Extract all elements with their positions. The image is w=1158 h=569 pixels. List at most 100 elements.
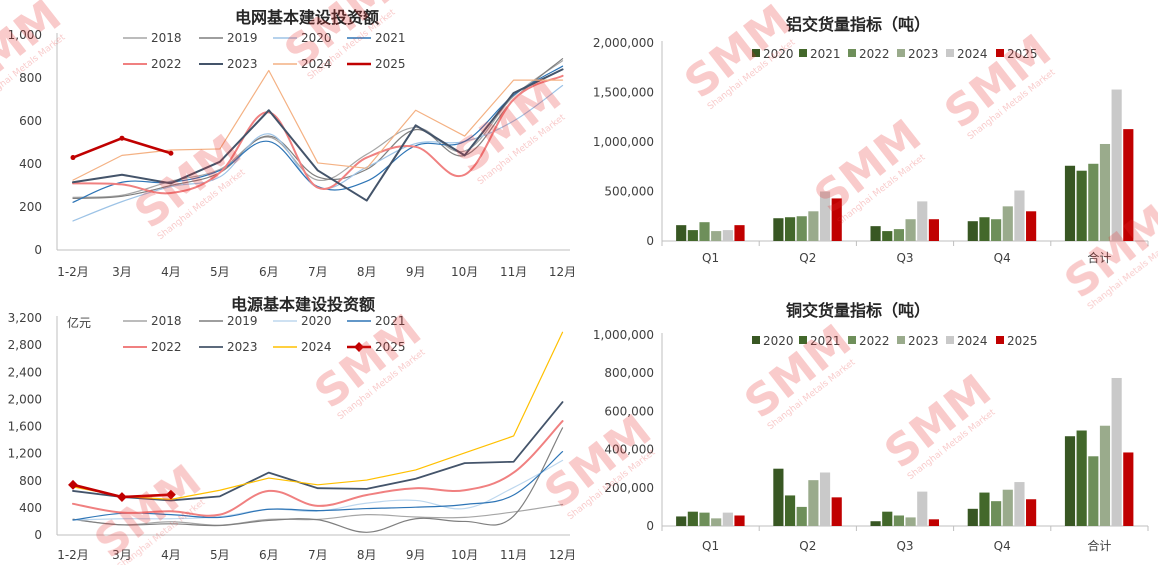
bar-2022-Q3 xyxy=(893,515,904,526)
legend-item-2020: 2020 xyxy=(752,47,794,61)
y-tick-label: 2,000 xyxy=(8,392,42,406)
legend-label: 2021 xyxy=(375,31,406,45)
x-tick-label: 11月 xyxy=(500,548,527,562)
x-tick-label: 6月 xyxy=(259,265,279,279)
x-tick-label: Q2 xyxy=(799,539,816,553)
unit-label: 亿元 xyxy=(67,315,91,330)
y-tick-label: 800,000 xyxy=(604,366,654,380)
y-tick-label: 600 xyxy=(19,114,42,128)
legend-swatch xyxy=(848,336,856,344)
legend-label: 2022 xyxy=(859,47,890,61)
bar-2022-Q1 xyxy=(699,512,710,526)
bar-2025-Q1 xyxy=(734,225,745,241)
bar-2025-Q2 xyxy=(831,198,842,241)
bar-2022-合计 xyxy=(1088,163,1099,241)
legend-item-2021: 2021 xyxy=(799,334,841,348)
legend-item-2021: 2021 xyxy=(347,314,406,328)
bar-2021-Q3 xyxy=(882,231,893,241)
x-tick-label: 9月 xyxy=(406,265,426,279)
data-point-marker xyxy=(168,150,174,156)
legend-item-2024: 2024 xyxy=(273,340,332,354)
legend-label: 2023 xyxy=(908,47,939,61)
legend-label: 2023 xyxy=(227,340,258,354)
bar-2023-Q4 xyxy=(1002,206,1013,241)
bar-2024-Q4 xyxy=(1014,190,1025,241)
bar-2025-Q3 xyxy=(928,519,939,526)
bar-2020-Q3 xyxy=(870,521,881,526)
x-tick-label: 8月 xyxy=(357,265,377,279)
x-tick-label: 10月 xyxy=(451,548,478,562)
bar-2022-Q2 xyxy=(796,506,807,526)
bar-2025-合计 xyxy=(1123,129,1134,241)
x-tick-label: Q1 xyxy=(702,539,719,553)
legend-item-2019: 2019 xyxy=(199,314,258,328)
bar-2024-Q1 xyxy=(722,230,733,241)
legend-label: 2020 xyxy=(763,47,794,61)
y-tick-label: 1,000,000 xyxy=(593,328,654,342)
x-tick-label: 1-2月 xyxy=(57,265,89,279)
bar-2024-Q4 xyxy=(1014,482,1025,526)
bar-2025-Q1 xyxy=(734,515,745,526)
legend-swatch xyxy=(996,336,1004,344)
bar-2022-Q3 xyxy=(893,229,904,241)
legend-swatch xyxy=(897,49,905,57)
series-line-2022 xyxy=(72,420,564,517)
copper-chart: 0 200,000 400,000 600,000 800,000 1,000,000 Q1… xyxy=(593,301,1149,553)
y-tick-label: 400 xyxy=(19,157,42,171)
series-line-2018 xyxy=(72,60,564,198)
bar-2021-Q1 xyxy=(687,511,698,526)
series-line-2021 xyxy=(72,450,564,521)
legend-label: 2024 xyxy=(957,47,988,61)
bar-2020-Q3 xyxy=(870,226,881,241)
grid-chart: 0 200 400 600 800 1,000 1-2月 3月 4月 5月 6月 7月 8月 9月 10月 1… xyxy=(8,8,577,279)
legend-label: 2020 xyxy=(301,314,332,328)
legend-item-2022: 2022 xyxy=(848,334,890,348)
legend-label: 2018 xyxy=(151,31,182,45)
legend-label: 2023 xyxy=(908,334,939,348)
bar-2024-Q2 xyxy=(819,191,831,241)
legend-swatch xyxy=(752,49,760,57)
power-chart: 0 400 800 1,200 1,600 2,000 2,400 2,800 3,200 1-2… xyxy=(8,295,577,562)
data-point-marker xyxy=(165,489,176,500)
y-tick-label: 400 xyxy=(19,501,42,515)
x-tick-label: 1-2月 xyxy=(57,548,89,562)
bar-2025-合计 xyxy=(1123,452,1134,526)
legend-swatch xyxy=(799,336,807,344)
bar-2021-Q4 xyxy=(979,217,990,241)
bar-2024-Q3 xyxy=(917,201,928,241)
legend-label: 2019 xyxy=(227,31,258,45)
legend-item-2025: 2025 xyxy=(347,57,406,71)
legend-label: 2020 xyxy=(763,334,794,348)
y-tick-label: 400,000 xyxy=(604,443,654,457)
bar-2024-Q2 xyxy=(819,472,831,526)
bar-2020-Q4 xyxy=(967,508,978,526)
legend-item-2022: 2022 xyxy=(848,47,890,61)
legend-swatch xyxy=(946,336,954,344)
bar-2022-Q4 xyxy=(991,501,1002,526)
x-tick-label: 6月 xyxy=(259,548,279,562)
x-tick-label: Q3 xyxy=(896,539,913,553)
bar-2024-Q3 xyxy=(917,491,928,526)
series-line-2020 xyxy=(72,459,564,521)
y-tick-label: 1,600 xyxy=(8,420,42,434)
legend-label: 2024 xyxy=(301,340,332,354)
y-tick-label: 800 xyxy=(19,474,42,488)
legend-item-2018: 2018 xyxy=(123,31,182,45)
chart-title: 电源基本建设投资额 xyxy=(231,295,375,314)
x-tick-label: 11月 xyxy=(500,265,527,279)
bar-2022-Q4 xyxy=(991,219,1002,241)
series-line-2023 xyxy=(72,68,564,202)
bar-2021-Q4 xyxy=(979,492,990,526)
bar-2021-合计 xyxy=(1076,430,1087,526)
series-line-2019 xyxy=(72,58,564,199)
bar-2024-Q1 xyxy=(722,512,733,526)
x-tick-label: Q4 xyxy=(994,539,1011,553)
y-tick-label: 0 xyxy=(646,234,654,248)
x-tick-label: 7月 xyxy=(308,265,328,279)
x-tick-label: 8月 xyxy=(357,548,377,562)
legend-item-2020: 2020 xyxy=(273,314,332,328)
legend-item-2021: 2021 xyxy=(799,47,841,61)
bar-2020-Q2 xyxy=(773,218,784,241)
legend-label: 2020 xyxy=(301,31,332,45)
